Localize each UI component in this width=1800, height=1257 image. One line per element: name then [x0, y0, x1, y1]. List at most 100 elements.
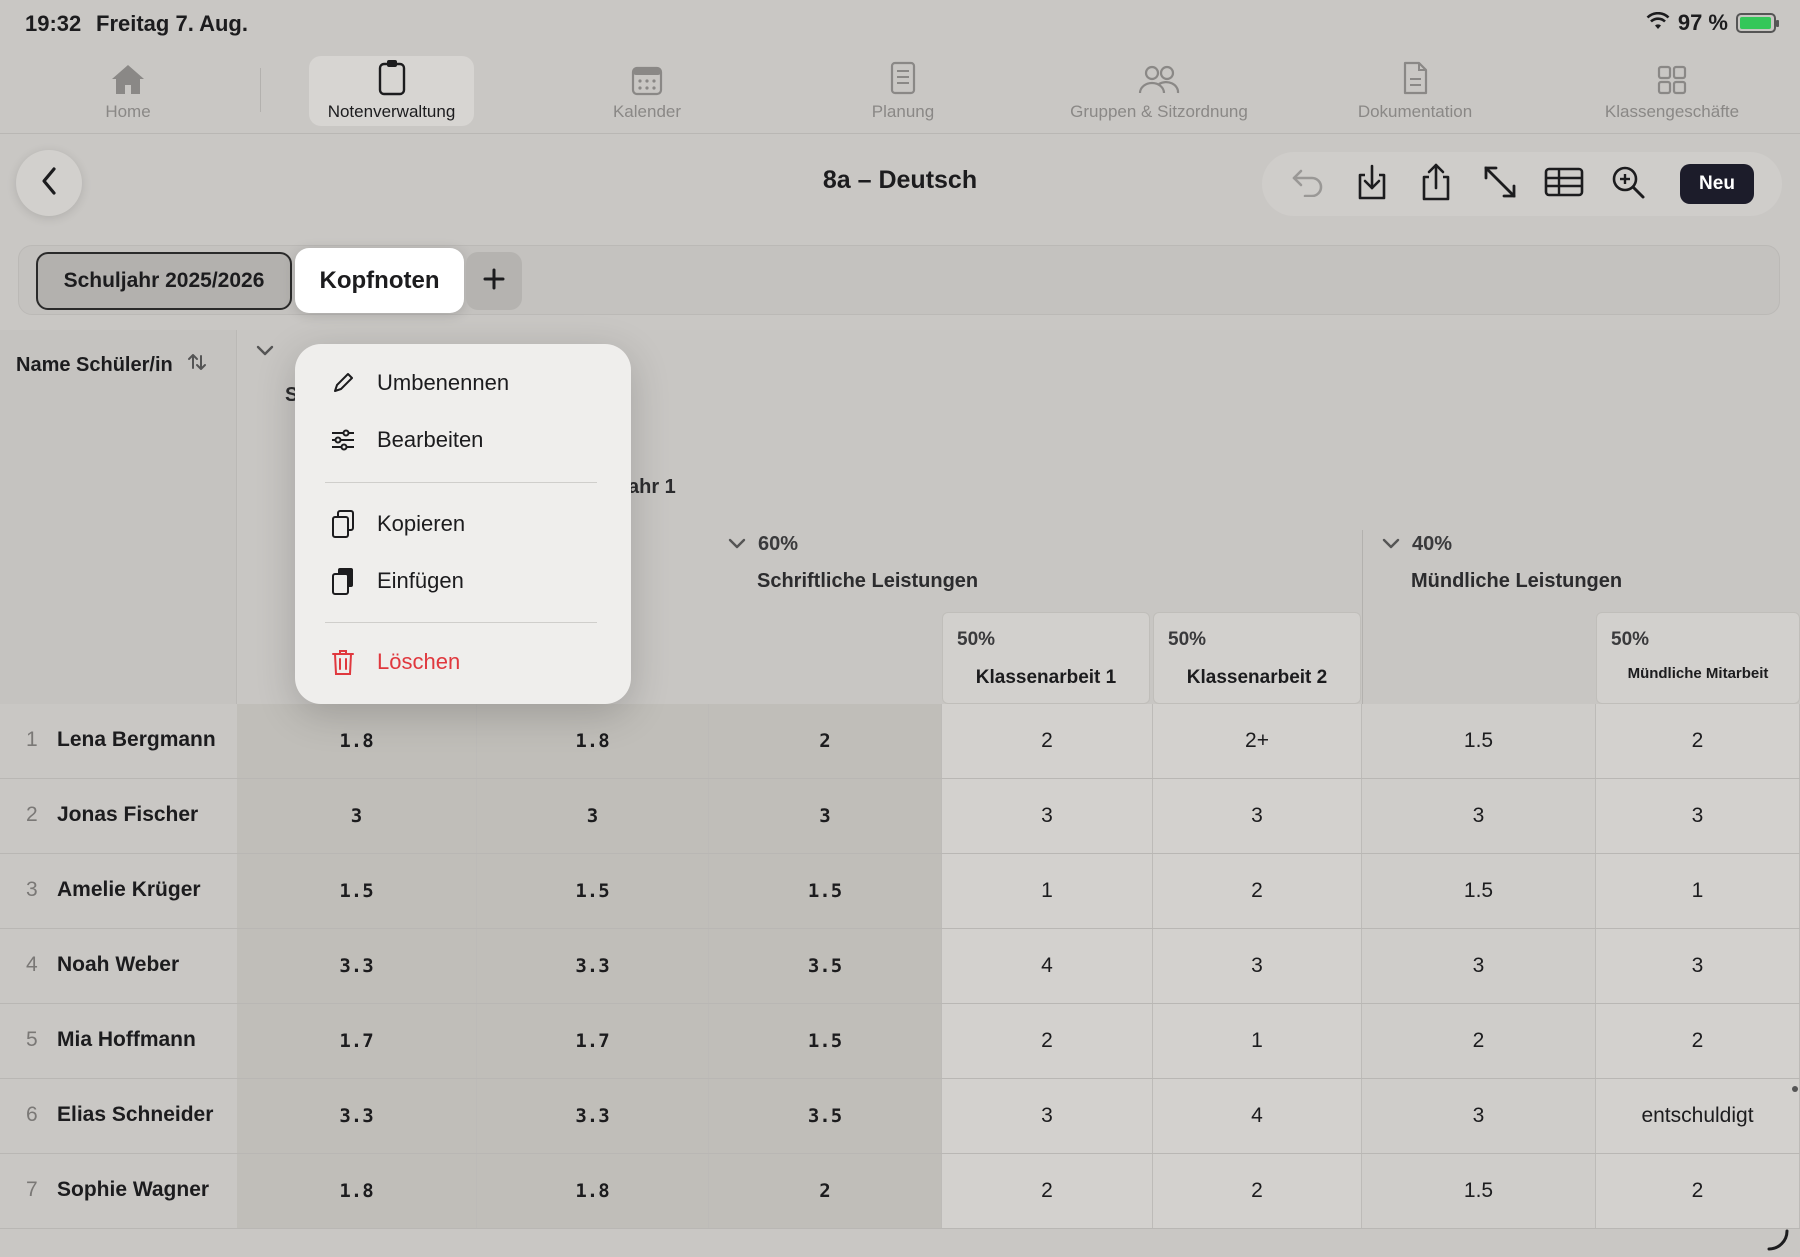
table-view-button[interactable]	[1532, 152, 1596, 216]
grade-cell[interactable]: 3	[1153, 779, 1362, 853]
zoom-button[interactable]	[1596, 152, 1660, 216]
chevron-down-icon	[1382, 533, 1400, 556]
nav-dokumentation[interactable]: Dokumentation	[1325, 56, 1505, 126]
grade-cell[interactable]: 1	[1153, 1004, 1362, 1078]
student-name-cell[interactable]: 7 Sophie Wagner	[0, 1154, 237, 1228]
grade-cell[interactable]: 3	[1596, 779, 1800, 853]
chevron-down-icon[interactable]	[255, 344, 275, 363]
column-klassenarbeit-1[interactable]: 50% Klassenarbeit 1	[942, 612, 1150, 704]
menu-item-kopieren[interactable]: Kopieren	[329, 509, 465, 539]
grade-cell[interactable]: 1.5	[477, 854, 709, 928]
house-icon	[109, 56, 147, 96]
grade-cell[interactable]: 2	[1596, 1004, 1800, 1078]
grade-cell[interactable]: 2	[709, 704, 942, 778]
grade-cell[interactable]: 3.3	[477, 929, 709, 1003]
grade-cell[interactable]: 1.7	[237, 1004, 477, 1078]
document-list-icon	[888, 56, 918, 96]
nav-gruppen[interactable]: Gruppen & Sitzordnung	[1059, 56, 1259, 126]
nav-klassengeschaefte[interactable]: Klassengeschäfte	[1582, 56, 1762, 126]
grade-cell[interactable]: 1.5	[1362, 704, 1596, 778]
menu-item-umbenennen[interactable]: Umbenennen	[329, 370, 509, 396]
menu-item-loeschen[interactable]: Löschen	[329, 648, 460, 676]
table-row: 3 Amelie Krüger 1.5 1.5 1.5 1 2 1.5 1	[0, 854, 1800, 929]
grade-cell[interactable]: 2	[942, 704, 1153, 778]
document-icon	[1401, 56, 1429, 96]
grade-cell[interactable]: 3	[1362, 779, 1596, 853]
student-name-cell[interactable]: 1 Lena Bergmann	[0, 704, 237, 778]
grade-cell[interactable]: 1.5	[237, 854, 477, 928]
grade-cell[interactable]: 2	[1596, 1154, 1800, 1228]
sort-by-name[interactable]: Name Schüler/in	[16, 352, 207, 378]
grade-cell[interactable]: 2+	[1153, 704, 1362, 778]
grade-cell[interactable]: 3	[1362, 929, 1596, 1003]
grade-cell[interactable]: 1.5	[1362, 1154, 1596, 1228]
student-name-cell[interactable]: 5 Mia Hoffmann	[0, 1004, 237, 1078]
grade-cell[interactable]: 1.8	[237, 704, 477, 778]
grade-cell[interactable]: 3.3	[237, 929, 477, 1003]
grade-cell[interactable]: 1	[942, 854, 1153, 928]
battery-percent: 97 %	[1677, 10, 1728, 35]
grade-cell[interactable]: 2	[1596, 704, 1800, 778]
grade-cell[interactable]: 2	[1153, 1154, 1362, 1228]
nav-planung[interactable]: Planung	[813, 56, 993, 126]
grade-cell[interactable]: 1.8	[477, 704, 709, 778]
grade-cell[interactable]: 3	[237, 779, 477, 853]
grade-cell[interactable]: 3	[1153, 929, 1362, 1003]
scroll-indicator	[1792, 1086, 1798, 1092]
grade-cell[interactable]: 2	[1153, 854, 1362, 928]
grade-cell[interactable]: 3	[477, 779, 709, 853]
student-name-cell[interactable]: 4 Noah Weber	[0, 929, 237, 1003]
grade-cell[interactable]: 3	[1596, 929, 1800, 1003]
menu-item-einfuegen[interactable]: Einfügen	[329, 566, 464, 596]
student-name-cell[interactable]: 2 Jonas Fischer	[0, 779, 237, 853]
row-number: 3	[26, 878, 38, 901]
grade-cell[interactable]: 1.5	[709, 854, 942, 928]
grade-cell[interactable]: 2	[1362, 1004, 1596, 1078]
group-schriftlich[interactable]: 60% Schriftliche Leistungen	[728, 533, 978, 593]
nav-klassengeschaefte-label: Klassengeschäfte	[1604, 102, 1740, 121]
page-title: 8a – Deutsch	[822, 166, 978, 194]
grade-cell[interactable]: 2	[942, 1154, 1153, 1228]
column-klassenarbeit-2[interactable]: 50% Klassenarbeit 2	[1153, 612, 1361, 704]
grade-cell[interactable]: 1.8	[477, 1154, 709, 1228]
student-name: Amelie Krüger	[57, 878, 201, 901]
grade-cell[interactable]: 3	[709, 779, 942, 853]
resize-handle-icon[interactable]	[1766, 1228, 1790, 1257]
download-button[interactable]	[1340, 152, 1404, 216]
undo-button[interactable]	[1276, 152, 1340, 216]
nav-notenverwaltung[interactable]: Notenverwaltung	[309, 56, 474, 126]
new-button[interactable]: Neu	[1680, 164, 1754, 204]
grade-cell[interactable]: 3	[942, 1079, 1153, 1153]
nav-home[interactable]: Home	[38, 56, 218, 126]
tab-kopfnoten[interactable]: Kopfnoten	[295, 248, 464, 313]
student-name-cell[interactable]: 3 Amelie Krüger	[0, 854, 237, 928]
grade-cell[interactable]: entschuldigt	[1596, 1079, 1800, 1153]
add-tab-button[interactable]	[466, 252, 522, 310]
expand-button[interactable]	[1468, 152, 1532, 216]
grade-cell[interactable]: 4	[942, 929, 1153, 1003]
grade-cell[interactable]: 2	[709, 1154, 942, 1228]
grade-cell[interactable]: 3	[1362, 1079, 1596, 1153]
grade-cell[interactable]: 3	[942, 779, 1153, 853]
grade-cell[interactable]: 1.7	[477, 1004, 709, 1078]
grade-cell[interactable]: 1.5	[1362, 854, 1596, 928]
grade-cell[interactable]: 3.3	[477, 1079, 709, 1153]
grade-cell[interactable]: 4	[1153, 1079, 1362, 1153]
nav-kalender[interactable]: Kalender	[557, 56, 737, 126]
status-indicators: 97 %	[1646, 10, 1779, 36]
share-button[interactable]	[1404, 152, 1468, 216]
column-muendliche-mitarbeit[interactable]: 50% Mündliche Mitarbeit	[1596, 612, 1800, 704]
student-name-cell[interactable]: 6 Elias Schneider	[0, 1079, 237, 1153]
grade-cell[interactable]: 3.5	[709, 1079, 942, 1153]
tab-schuljahr[interactable]: Schuljahr 2025/2026	[36, 252, 292, 310]
back-button[interactable]	[16, 150, 82, 216]
grade-cell[interactable]: 1.8	[237, 1154, 477, 1228]
grade-cell[interactable]: 1.5	[709, 1004, 942, 1078]
group-muendlich[interactable]: 40% Mündliche Leistungen	[1382, 533, 1622, 593]
grade-cell[interactable]: 1	[1596, 854, 1800, 928]
grade-cell[interactable]: 2	[942, 1004, 1153, 1078]
grade-cell[interactable]: 3.3	[237, 1079, 477, 1153]
menu-item-bearbeiten[interactable]: Bearbeiten	[329, 427, 483, 453]
grade-cell[interactable]: 3.5	[709, 929, 942, 1003]
column-name: Klassenarbeit 1	[975, 667, 1117, 688]
